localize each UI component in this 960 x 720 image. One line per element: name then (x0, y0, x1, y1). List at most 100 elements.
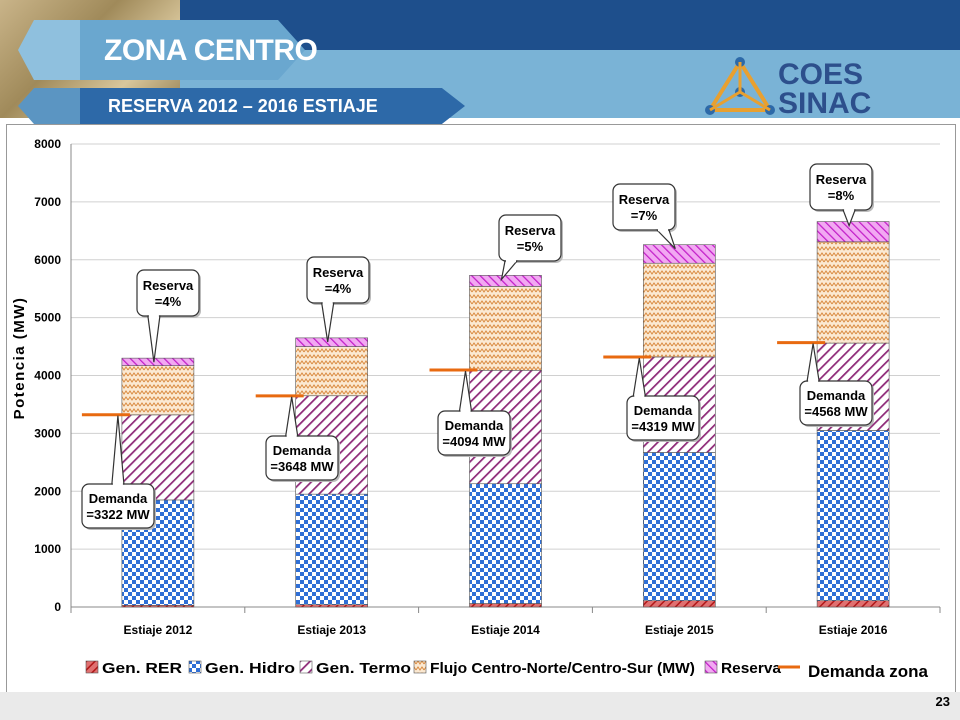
logo-text-top: COES (778, 58, 863, 91)
page-subtitle: RESERVA 2012 – 2016 ESTIAJE (108, 96, 378, 116)
callout-line-1: Demanda (273, 443, 332, 458)
callout-line-2: =4% (155, 294, 182, 309)
legend-swatch (188, 660, 202, 674)
legend-swatch (85, 660, 99, 674)
callout-line-1: Demanda (634, 403, 693, 418)
y-tick-label: 7000 (34, 195, 61, 209)
callout-text: Demanda =3648 MW (270, 443, 334, 474)
bar-segment-rer (816, 600, 890, 608)
chart-axes: 0 1000 2000 3000 4000 5000 6000 7000 8000 Estiaje… (34, 137, 941, 637)
callout-line-2: =4319 MW (631, 419, 695, 434)
callout-box (612, 183, 676, 231)
callout-box (437, 410, 511, 456)
y-tick-label: 4000 (34, 369, 61, 383)
demand-lines (81, 341, 826, 417)
x-tick-label: Estiaje 2014 (471, 623, 540, 637)
y-tick-label: 1000 (34, 542, 61, 556)
x-tick-label: Estiaje 2016 (819, 623, 888, 637)
x-tick-label: Estiaje 2012 (124, 623, 193, 637)
logo-text-bottom: SINAC (778, 87, 871, 116)
y-tick-label: 6000 (34, 253, 61, 267)
bar-segment-flujo (295, 346, 369, 397)
callout-line-2: =4094 MW (442, 434, 506, 449)
callout-box (136, 269, 200, 317)
bar-segment-reserva (469, 275, 542, 287)
reserva-callout: Reserva =4% (306, 256, 371, 342)
bar-segment-reserva (642, 244, 716, 264)
callout-pointer (147, 315, 161, 363)
callout-text: Reserva =4% (313, 265, 364, 296)
callout-line-2: =5% (517, 239, 544, 254)
y-tick-label: 0 (54, 600, 61, 614)
bar-segment-rer (295, 604, 369, 608)
coes-sinac-logo: COES SINAC (705, 57, 871, 116)
demanda-callout: Demanda =3322 MW (81, 415, 156, 530)
legend-swatch (413, 660, 427, 674)
bar-segment-flujo (469, 286, 542, 371)
reserva-callout: Reserva =4% (136, 269, 201, 363)
callout-line-1: Reserva (816, 172, 867, 187)
legend-label: Reserva (721, 660, 782, 677)
y-tick-label: 3000 (34, 426, 61, 440)
y-tick-label: 2000 (34, 484, 61, 498)
callout-line-1: Demanda (807, 388, 866, 403)
chart-legend: Gen. RER Gen. Hidro Gen. Termo Flujo Centro… (85, 660, 929, 681)
legend-swatch (299, 660, 313, 674)
bar-segment-hidro (816, 430, 890, 601)
bar-segment-flujo (121, 365, 195, 416)
callout-box (809, 163, 873, 211)
bar-segment-flujo (816, 241, 890, 344)
callout-text: Reserva =7% (619, 192, 670, 223)
bar-segment-hidro (642, 452, 716, 601)
callout-line-2: =7% (631, 208, 658, 223)
callout-line-2: =8% (828, 188, 855, 203)
callout-line-1: Reserva (619, 192, 670, 207)
callout-text: Reserva =5% (505, 223, 556, 254)
bar-segment-reserva (121, 357, 195, 366)
callout-line-2: =4568 MW (804, 404, 868, 419)
title-tab (80, 20, 305, 80)
callout-text: Demanda =4094 MW (442, 418, 506, 449)
header-dark-strip (180, 0, 960, 50)
legend-label: Gen. Termo (316, 660, 411, 677)
callout-box (265, 435, 339, 481)
page-title: ZONA CENTRO (104, 34, 318, 67)
callout-line-2: =3648 MW (270, 459, 334, 474)
legend-label: Gen. Hidro (205, 660, 295, 677)
demanda-callout: Demanda =4094 MW (437, 370, 512, 457)
callout-pointer (321, 302, 335, 342)
x-tick-label: Estiaje 2015 (645, 623, 714, 637)
page-number: 23 (935, 694, 950, 709)
callout-box (626, 395, 700, 441)
reserva-callout: Reserva =7% (612, 183, 677, 250)
callout-line-1: Demanda (445, 418, 504, 433)
legend-swatch (704, 660, 718, 674)
legend-label: Flujo Centro-Norte/Centro-Sur (MW) (430, 660, 695, 677)
demanda-callout: Demanda =4319 MW (626, 357, 701, 442)
callout-text: Demanda =4319 MW (631, 403, 695, 434)
callout-box (498, 214, 562, 262)
demanda-callout: Demanda =3648 MW (265, 396, 340, 482)
subtitle-tab (80, 88, 465, 124)
callout-text: Demanda =4568 MW (804, 388, 868, 419)
bar-segment-hidro (469, 483, 542, 604)
footer-band (0, 692, 960, 720)
callout-text: Demanda =3322 MW (86, 491, 150, 522)
callout-line-1: Reserva (505, 223, 556, 238)
y-axis-label: Potencia (MW) (11, 297, 28, 420)
bar-segment-flujo (642, 262, 716, 358)
callout-text: Reserva =8% (816, 172, 867, 203)
callout-text: Reserva =4% (143, 278, 194, 309)
bar-segment-reserva (816, 221, 890, 243)
callout-line-2: =4% (325, 281, 352, 296)
x-tick-label: Estiaje 2013 (297, 623, 366, 637)
y-tick-label: 8000 (34, 137, 61, 151)
reserva-callout: Reserva =5% (498, 214, 563, 282)
callout-line-1: Reserva (313, 265, 364, 280)
callout-line-2: =3322 MW (86, 507, 150, 522)
callout-line-1: Reserva (143, 278, 194, 293)
y-tick-label: 5000 (34, 311, 61, 325)
callout-line-1: Demanda (89, 491, 148, 506)
